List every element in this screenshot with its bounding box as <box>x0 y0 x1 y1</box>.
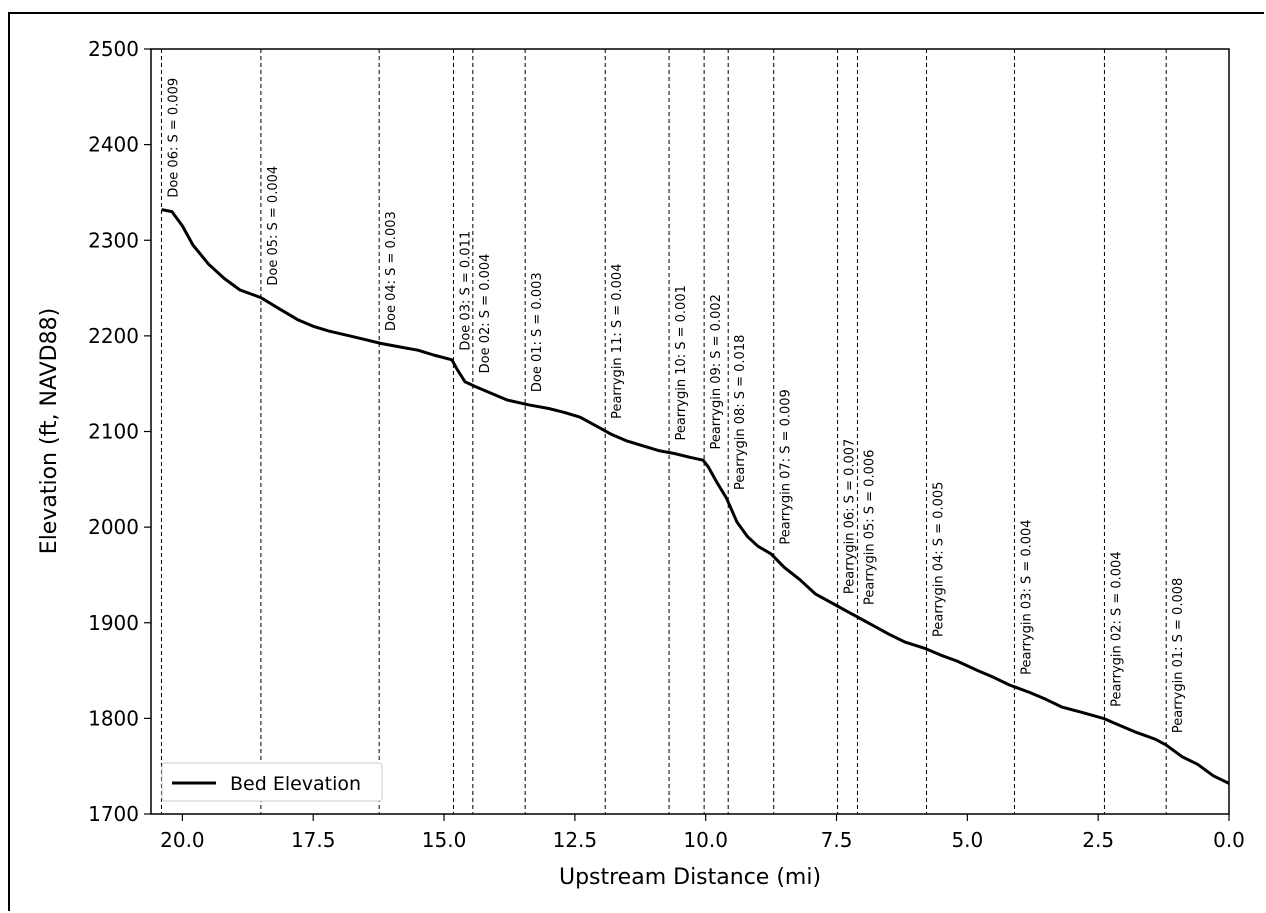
reach-label: Doe 03: S = 0.011 <box>458 231 473 351</box>
x-tick-label: 15.0 <box>422 828 467 852</box>
x-tick-label: 5.0 <box>951 828 983 852</box>
x-tick-label: 17.5 <box>291 828 336 852</box>
y-tick-label: 1800 <box>88 706 139 730</box>
x-tick-label: 10.0 <box>683 828 728 852</box>
x-axis-label: Upstream Distance (mi) <box>559 865 821 890</box>
y-axis-label: Elevation (ft, NAVD88) <box>37 308 62 554</box>
y-tick-label: 2000 <box>88 515 139 539</box>
x-tick-label: 0.0 <box>1213 828 1245 852</box>
reach-label: Pearrygin 03: S = 0.004 <box>1019 519 1034 674</box>
figure-frame <box>8 12 1264 911</box>
series-line-bed-elevation <box>161 208 1230 785</box>
series-layer <box>161 208 1230 785</box>
y-tick-label: 1700 <box>88 802 139 826</box>
x-tick-label: 7.5 <box>821 828 853 852</box>
x-tick-label: 12.5 <box>553 828 598 852</box>
reach-label: Doe 05: S = 0.004 <box>266 166 281 286</box>
reach-label: Doe 06: S = 0.009 <box>166 78 181 198</box>
x-axis: 20.0 17.5 15.0 12.5 10.0 7.5 5.0 2.5 0.0 <box>160 814 1245 852</box>
reach-label: Doe 01: S = 0.003 <box>530 272 545 392</box>
y-tick-label: 2300 <box>88 228 139 252</box>
reach-label: Pearrygin 06: S = 0.007 <box>843 439 858 594</box>
reach-label: Pearrygin 01: S = 0.008 <box>1171 578 1186 733</box>
reach-label: Pearrygin 11: S = 0.004 <box>610 264 625 419</box>
reach-label: Pearrygin 10: S = 0.001 <box>674 285 689 440</box>
reach-label: Pearrygin 08: S = 0.018 <box>733 335 748 490</box>
reach-label: Pearrygin 07: S = 0.009 <box>779 389 794 544</box>
reach-label: Doe 04: S = 0.003 <box>384 211 399 331</box>
y-tick-label: 2100 <box>88 420 139 444</box>
reach-label: Pearrygin 09: S = 0.002 <box>709 294 724 449</box>
reach-label: Pearrygin 02: S = 0.004 <box>1109 551 1124 706</box>
legend-box <box>161 762 383 802</box>
reach-label: Doe 02: S = 0.004 <box>478 254 493 374</box>
reach-label: Pearrygin 05: S = 0.006 <box>862 450 877 605</box>
y-tick-label: 1900 <box>88 611 139 635</box>
x-tick-label: 20.0 <box>160 828 205 852</box>
legend-label-bed-elevation: Bed Elevation <box>230 773 361 795</box>
x-tick-label: 2.5 <box>1082 828 1114 852</box>
legend: Bed Elevation <box>161 762 383 802</box>
y-tick-label: 2200 <box>88 324 139 348</box>
y-axis: 1700 1800 1900 2000 2100 2200 2300 2400 2500 <box>88 37 151 826</box>
y-tick-label: 2500 <box>88 37 139 61</box>
reach-boundaries: Doe 06: S = 0.009 Doe 05: S = 0.004 Doe 04… <box>160 49 1186 814</box>
y-tick-label: 2400 <box>88 133 139 157</box>
reach-label: Pearrygin 04: S = 0.005 <box>932 482 947 637</box>
plot-area-border <box>150 48 1230 815</box>
